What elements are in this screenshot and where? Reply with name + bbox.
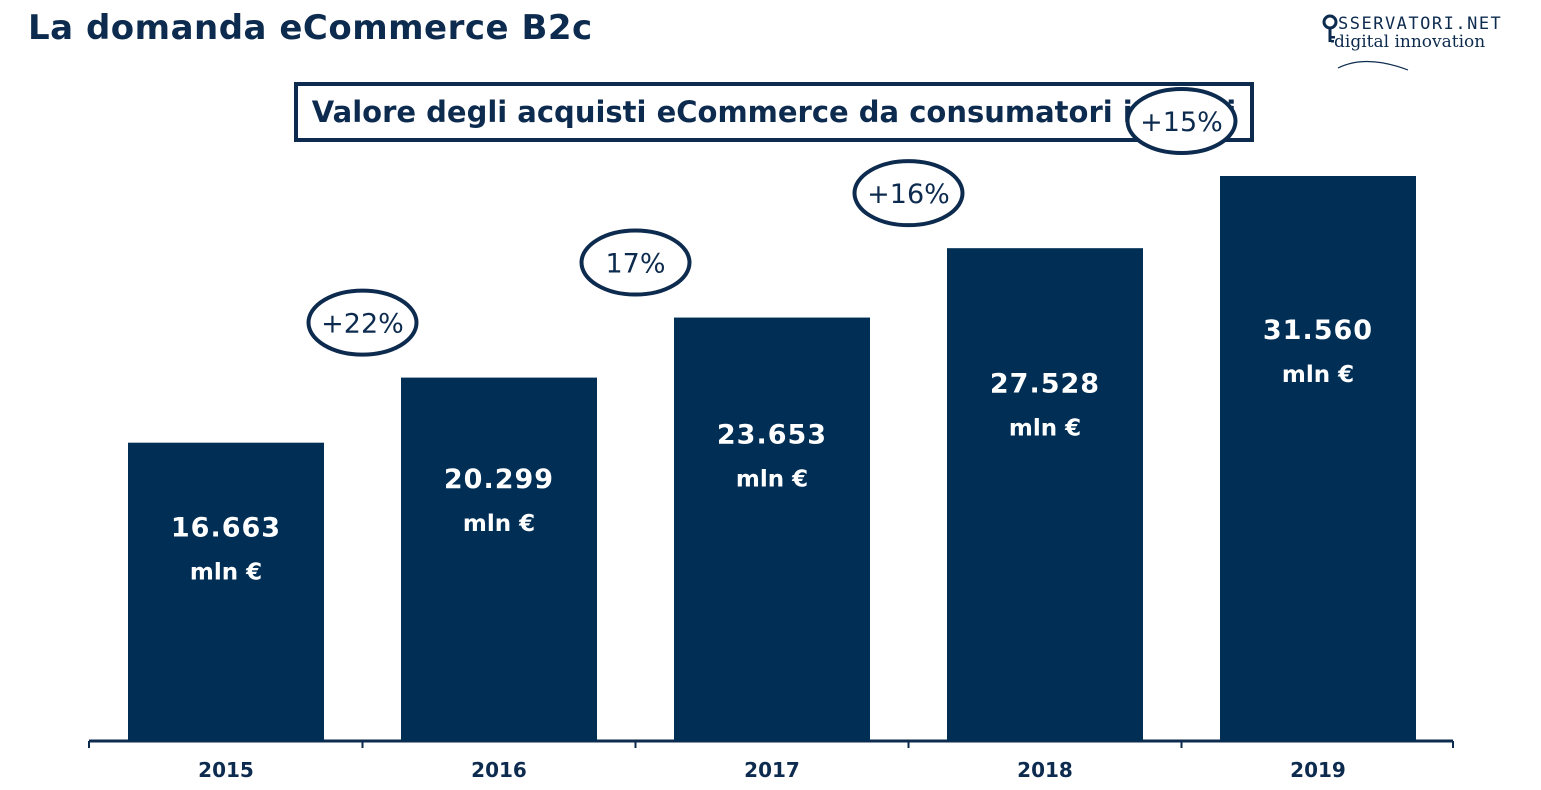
bar-unit-label: mln € <box>190 559 262 585</box>
bar <box>947 248 1143 742</box>
osservatori-logo: SSERVATORI.NET digital innovation <box>1322 12 1532 74</box>
bar-value-label: 20.299 <box>444 464 554 495</box>
growth-label: +22% <box>321 309 404 340</box>
bar-value-label: 16.663 <box>171 512 281 543</box>
growth-label: +16% <box>867 179 950 210</box>
bar-unit-label: mln € <box>1009 415 1081 441</box>
growth-badge <box>1125 87 1238 155</box>
bar-unit-label: mln € <box>736 467 808 493</box>
bar <box>128 442 324 741</box>
bar <box>1220 176 1416 741</box>
bar-unit-label: mln € <box>1282 362 1354 388</box>
x-tick-label: 2015 <box>198 758 254 782</box>
bar <box>674 317 870 741</box>
logo-line1: SSERVATORI.NET <box>1338 14 1503 34</box>
x-tick-label: 2016 <box>471 758 527 782</box>
growth-badge <box>306 288 419 357</box>
growth-label: +15% <box>1140 107 1223 138</box>
bar-value-label: 27.528 <box>990 368 1100 399</box>
bar-value-label: 31.560 <box>1263 315 1373 346</box>
key-icon <box>1322 14 1338 43</box>
bar-value-label: 23.653 <box>717 420 827 451</box>
bar <box>401 377 597 741</box>
bar-unit-label: mln € <box>463 511 535 537</box>
growth-label: 17% <box>605 249 665 280</box>
x-tick-label: 2017 <box>744 758 800 782</box>
x-tick-label: 2018 <box>1017 758 1073 782</box>
x-tick-label: 2019 <box>1290 758 1346 782</box>
chart-title: Valore degli acquisti eCommerce da consu… <box>294 82 1254 142</box>
growth-badge <box>579 228 692 297</box>
growth-badge <box>852 159 965 228</box>
page-title: La domanda eCommerce B2c <box>28 8 593 48</box>
logo-line2: digital innovation <box>1334 32 1486 52</box>
logo-swoosh <box>1337 60 1409 71</box>
